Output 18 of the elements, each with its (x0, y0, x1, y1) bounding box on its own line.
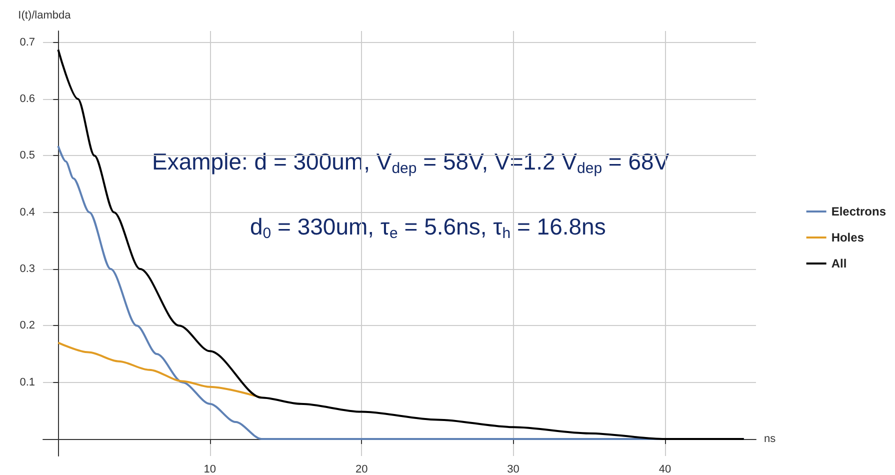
x-tick-label: 10 (204, 464, 216, 475)
line-series (57, 48, 745, 440)
legend-label: Holes (831, 230, 864, 244)
y-tick-label: 0.5 (20, 150, 35, 162)
x-tick-label: 20 (355, 464, 368, 475)
x-axis-title: ns (764, 433, 776, 445)
y-tick-label: 0.2 (20, 320, 35, 332)
legend-label: All (831, 256, 847, 270)
y-tick-label: 0.6 (20, 93, 35, 105)
y-tick-label: 0.3 (20, 263, 35, 275)
y-tick-label: 0.7 (20, 36, 35, 48)
legend-label: Electrons (831, 204, 886, 218)
x-tick-label: 30 (507, 464, 520, 475)
y-axis-title: I(t)/lambda (18, 10, 72, 22)
y-tick-label: 0.1 (20, 376, 35, 388)
y-tick-label: 0.4 (20, 206, 35, 218)
line-series (57, 342, 262, 399)
x-tick-label: 40 (658, 464, 672, 475)
